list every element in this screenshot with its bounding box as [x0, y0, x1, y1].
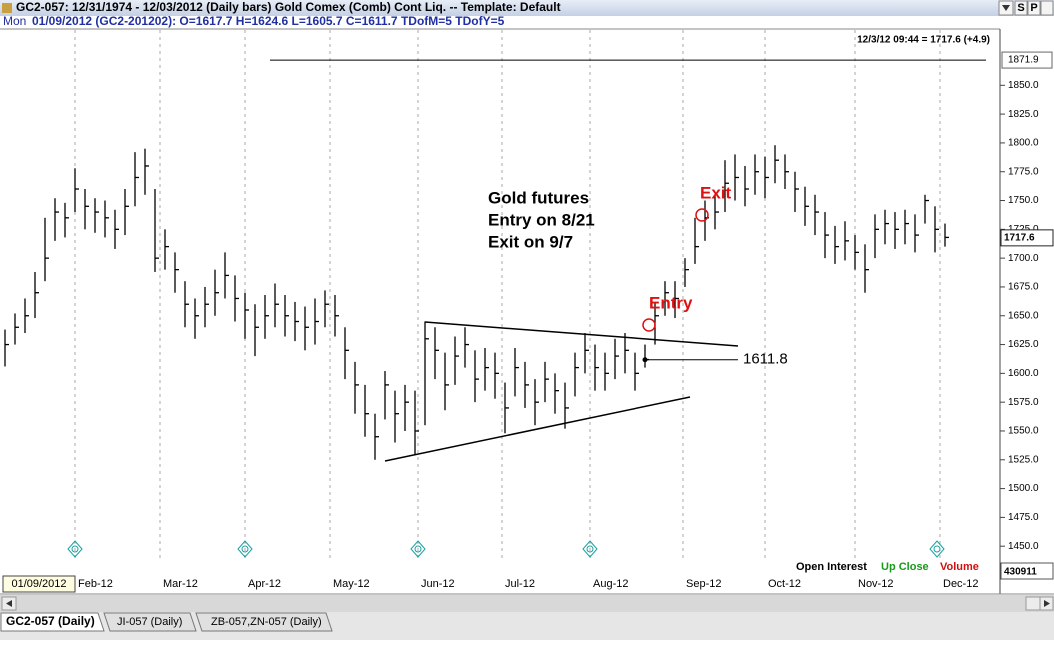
- price-flag: [1000, 229, 1054, 247]
- tab-label[interactable]: JI-057 (Daily): [117, 616, 182, 628]
- annotation: Gold futures: [488, 188, 589, 207]
- x-tick-label: Sep-12: [686, 578, 721, 590]
- y-tick-label: 1525.0: [1008, 454, 1039, 465]
- r-marker: [237, 540, 253, 558]
- tab[interactable]: [103, 612, 197, 632]
- x-tick-label: Jul-12: [505, 578, 535, 590]
- x-tick-label: Dec-12: [943, 578, 978, 590]
- button[interactable]: [1014, 0, 1028, 16]
- scrollbar[interactable]: [0, 595, 1054, 612]
- price-flag-label: 1871.9: [1008, 55, 1039, 66]
- level-dot: [642, 357, 648, 363]
- legend-item: Volume: [940, 561, 979, 573]
- price-flag: [1001, 51, 1053, 69]
- r-marker-dot: [586, 545, 594, 553]
- r-marker-dot: [241, 545, 249, 553]
- button[interactable]: [1040, 0, 1054, 16]
- r-marker-dot: [71, 545, 79, 553]
- trend-line: [424, 321, 739, 347]
- x-tick-label: Apr-12: [248, 578, 281, 590]
- cursor-date: 01/09/2012: [11, 578, 66, 590]
- r-marker: [929, 540, 945, 558]
- entry-label: Entry: [649, 293, 693, 312]
- y-tick-label: 1475.0: [1008, 512, 1039, 523]
- x-tick-label: Feb-12: [78, 578, 113, 590]
- x-tick-label: Nov-12: [858, 578, 893, 590]
- window-buttons: S P: [998, 0, 1054, 16]
- y-tick-label: 1650.0: [1008, 310, 1039, 321]
- cursor-date-box: [2, 575, 76, 593]
- x-tick-label: Mar-12: [163, 578, 198, 590]
- x-tick-label: Jun-12: [421, 578, 455, 590]
- legend-item: Up Close: [881, 561, 929, 573]
- trend-line: [384, 396, 691, 462]
- entry-marker: [642, 318, 656, 332]
- y-tick-label: 1675.0: [1008, 282, 1039, 293]
- price-flag-label: 1717.6: [1004, 233, 1035, 244]
- annotation: Exit on 9/7: [488, 232, 573, 251]
- tab[interactable]: [195, 612, 333, 632]
- y-tick-label: 1825.0: [1008, 109, 1039, 120]
- y-tick-label: 1575.0: [1008, 397, 1039, 408]
- button-icon: [1002, 5, 1010, 11]
- last-quote: 12/3/12 09:44 = 1717.6 (+4.9): [857, 35, 990, 46]
- button-label[interactable]: P: [1030, 2, 1037, 14]
- title-bar: [0, 0, 1054, 16]
- tab-label[interactable]: GC2-057 (Daily): [6, 614, 95, 628]
- y-tick-label: 1600.0: [1008, 368, 1039, 379]
- r-marker-dot: [933, 545, 941, 553]
- y-tick-label: 1775.0: [1008, 166, 1039, 177]
- y-tick-label: 1800.0: [1008, 138, 1039, 149]
- x-tick-label: Oct-12: [768, 578, 801, 590]
- y-tick-label: 1850.0: [1008, 80, 1039, 91]
- y-tick-label: 1500.0: [1008, 483, 1039, 494]
- r-marker-dot: [414, 545, 422, 553]
- y-tick-label: 1625.0: [1008, 339, 1039, 350]
- level-label: 1611.8: [743, 351, 788, 368]
- button-label[interactable]: S: [1017, 2, 1024, 14]
- button[interactable]: [1027, 0, 1041, 16]
- tab-label[interactable]: ZB-057,ZN-057 (Daily): [211, 616, 322, 628]
- info-day: Mon: [3, 14, 26, 28]
- y-tick-label: 1700.0: [1008, 253, 1039, 264]
- oi-box: [1000, 562, 1054, 580]
- r-marker: [582, 540, 598, 558]
- r-marker: [67, 540, 83, 558]
- legend: Open Interest Up Close Volume: [796, 561, 979, 573]
- info-line: 01/09/2012 (GC2-201202): O=1617.7 H=1624…: [32, 14, 505, 28]
- r-marker: [410, 540, 426, 558]
- legend-item: Open Interest: [796, 561, 867, 573]
- app-icon: [2, 3, 12, 13]
- y-tick-label: 1450.0: [1008, 541, 1039, 552]
- scroll-thumb[interactable]: [1025, 596, 1041, 611]
- exit-marker: [695, 208, 709, 222]
- x-tick-label: Aug-12: [593, 578, 628, 590]
- arrow: [1044, 600, 1050, 607]
- exit-label: Exit: [700, 183, 732, 202]
- tab[interactable]: [0, 612, 105, 632]
- y-tick-label: 1550.0: [1008, 426, 1039, 437]
- arrow: [6, 600, 12, 607]
- plot: Feb-12 Mar-12 Apr-12 May-12 Jun-12 Jul-12 Aug-…: [4, 30, 986, 590]
- open-interest: 430911: [1004, 567, 1037, 578]
- window-title: GC2-057: 12/31/1974 - 12/03/2012 (Daily …: [16, 0, 561, 14]
- annotation: Entry on 8/21: [488, 210, 595, 229]
- y-tick-label: 1750.0: [1008, 195, 1039, 206]
- x-tick-label: May-12: [333, 578, 370, 590]
